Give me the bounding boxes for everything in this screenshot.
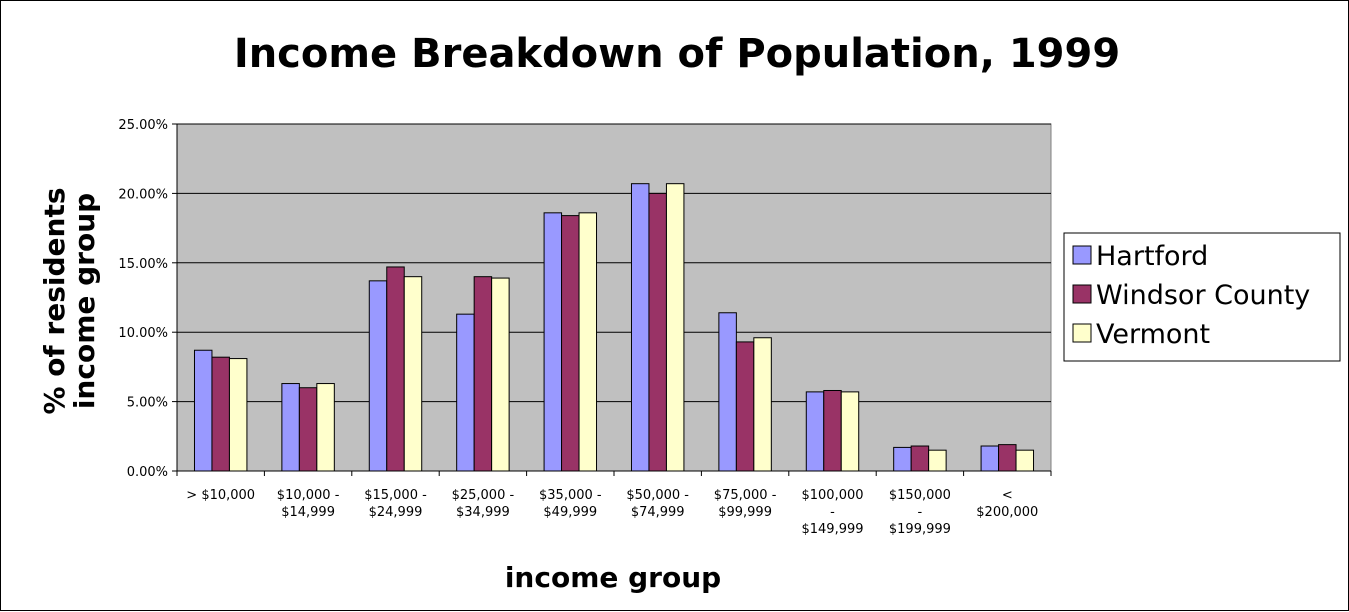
bar-vermont bbox=[403, 276, 423, 472]
x-axis: > $10,000 $10,000 -$14,999 $15,000 -$24,99… bbox=[176, 470, 1052, 537]
bar-windsor-county bbox=[298, 387, 318, 472]
bar-windsor-county bbox=[473, 276, 493, 472]
bar-windsor-county bbox=[823, 389, 842, 472]
chart-title: Income Breakdown of Population, 1999 bbox=[234, 31, 1120, 77]
y-axis-title: % of residents income group bbox=[38, 187, 101, 414]
bar-vermont bbox=[928, 449, 947, 472]
bar-vermont bbox=[840, 391, 860, 472]
x-tick-label: < $200,000 bbox=[976, 488, 1038, 520]
bar-hartford bbox=[543, 212, 563, 472]
bar-windsor-county bbox=[648, 192, 667, 472]
bar-hartford bbox=[456, 313, 475, 472]
legend-label: Windsor County bbox=[1096, 280, 1310, 311]
bar-windsor-county bbox=[211, 356, 230, 472]
bar-hartford bbox=[805, 391, 825, 472]
y-tick-label: 5.00% bbox=[127, 396, 168, 411]
bar-vermont bbox=[316, 383, 335, 472]
x-tick-label: $150,000 -$199,999 bbox=[889, 488, 951, 537]
x-tick-label: $25,000 -$34,999 bbox=[452, 488, 515, 520]
bar-windsor-county bbox=[386, 266, 405, 472]
bar-hartford bbox=[980, 445, 1000, 472]
bar-vermont bbox=[228, 358, 248, 472]
x-tick-label: $75,000 -$99,999 bbox=[714, 488, 777, 520]
legend-swatch bbox=[1072, 245, 1092, 265]
bar-hartford bbox=[368, 280, 388, 472]
x-tick-label: $15,000 -$24,999 bbox=[364, 488, 427, 520]
bar-windsor-county bbox=[561, 215, 580, 472]
x-tick-label: > $10,000 bbox=[186, 488, 255, 503]
bar-vermont bbox=[578, 212, 598, 472]
bar-hartford bbox=[893, 446, 912, 472]
bar-windsor-county bbox=[910, 445, 930, 472]
x-tick-label: $100,000 -$149,999 bbox=[801, 488, 863, 537]
x-tick-label: $10,000 -$14,999 bbox=[277, 488, 340, 520]
legend: Hartford Windsor County Vermont bbox=[1063, 232, 1341, 362]
y-tick-label: 15.00% bbox=[118, 257, 168, 272]
legend-swatch bbox=[1072, 284, 1092, 304]
bar-windsor-county bbox=[735, 341, 755, 472]
bar-vermont bbox=[1015, 449, 1035, 472]
legend-label: Vermont bbox=[1096, 319, 1210, 350]
bar-hartford bbox=[718, 312, 737, 472]
bar-hartford bbox=[630, 183, 650, 472]
legend-box bbox=[1063, 232, 1341, 362]
y-tick-label: 0.00% bbox=[127, 465, 168, 480]
y-axis: 0.00% 5.00% 10.00% 15.00% 20.00% 25.00% bbox=[118, 118, 178, 480]
legend-swatch bbox=[1072, 323, 1092, 343]
y-axis-title-line-1: % of residents bbox=[38, 187, 71, 414]
bars bbox=[193, 183, 1035, 472]
y-tick-label: 20.00% bbox=[118, 187, 168, 202]
y-tick-label: 10.00% bbox=[118, 326, 168, 341]
bar-vermont bbox=[753, 337, 772, 472]
x-axis-title: income group bbox=[505, 561, 721, 594]
legend-label: Hartford bbox=[1096, 241, 1208, 272]
bar-vermont bbox=[665, 183, 685, 472]
x-tick-label: $35,000 -$49,999 bbox=[539, 488, 602, 520]
bar-hartford bbox=[281, 383, 300, 472]
y-tick-label: 25.00% bbox=[118, 118, 168, 133]
bar-vermont bbox=[491, 277, 510, 472]
x-tick-label: $50,000 -$74,999 bbox=[626, 488, 689, 520]
bar-hartford bbox=[193, 349, 213, 472]
y-axis-title-line-2: income group bbox=[68, 193, 101, 409]
bar-windsor-county bbox=[998, 444, 1017, 472]
